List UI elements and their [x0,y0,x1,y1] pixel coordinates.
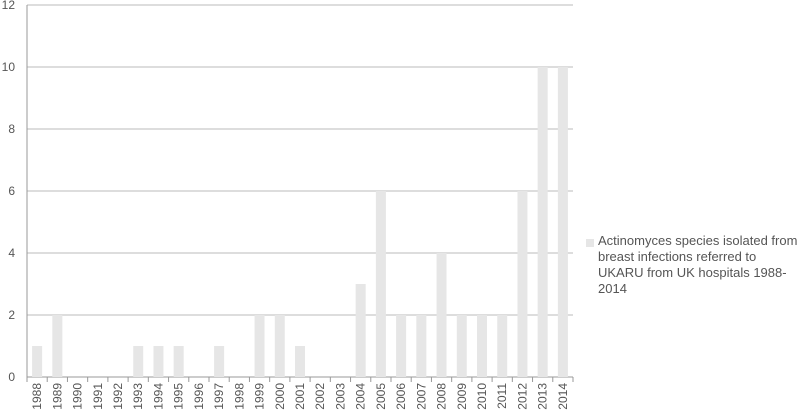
bar [32,346,43,377]
x-tick-label: 1991 [91,383,105,410]
x-tick-label: 2011 [495,383,509,409]
bar [214,346,225,377]
bar [355,284,366,377]
y-tick-label: 12 [2,0,16,12]
bar [477,315,487,377]
bar [153,346,164,377]
bar [52,315,63,377]
x-tick-label: 1992 [111,383,125,410]
bar [254,315,265,377]
x-tick-label: 1996 [192,383,206,410]
x-tick-label: 2013 [536,383,550,410]
bar [295,346,305,377]
x-tick-label: 1988 [30,383,44,410]
x-tick-label: 1994 [151,383,165,410]
bar [537,67,548,377]
y-tick-label: 2 [8,308,15,322]
bar [416,315,427,377]
x-tick-label: 2008 [435,383,449,410]
x-tick-label: 1990 [71,383,85,410]
x-tick-label: 2003 [333,383,347,410]
bar [133,346,144,377]
legend-label: Actinomyces species isolated from breast… [598,233,798,296]
bar [274,315,285,377]
bar [517,191,528,377]
x-tick-label: 2004 [354,383,368,410]
x-tick-label: 1993 [131,383,145,410]
x-tick-label: 1999 [253,383,267,410]
bar [436,253,447,377]
x-tick-label: 1997 [212,383,226,410]
x-tick-label: 1989 [50,383,64,410]
x-tick-label: 2012 [515,383,529,410]
bar [396,315,407,377]
x-tick-label: 2005 [374,383,388,410]
y-tick-label: 4 [8,246,15,260]
y-tick-label: 8 [8,122,15,136]
x-tick-label: 2002 [313,383,327,410]
x-tick-label: 2000 [273,383,287,410]
legend-swatch [586,239,594,247]
y-tick-label: 10 [2,60,16,74]
bar [173,346,184,377]
bar [456,315,467,377]
y-tick-label: 0 [8,370,15,384]
y-tick-label: 6 [8,184,15,198]
x-tick-label: 2001 [293,383,307,410]
bar [557,67,568,377]
x-tick-label: 2010 [475,383,489,410]
x-tick-label: 2014 [556,383,570,410]
bar [375,191,386,377]
bar [497,315,508,377]
x-tick-label: 1995 [172,383,186,410]
x-tick-label: 1998 [232,383,246,410]
x-tick-label: 2009 [455,383,469,410]
x-tick-label: 2007 [414,383,428,410]
x-tick-label: 2006 [394,383,408,410]
